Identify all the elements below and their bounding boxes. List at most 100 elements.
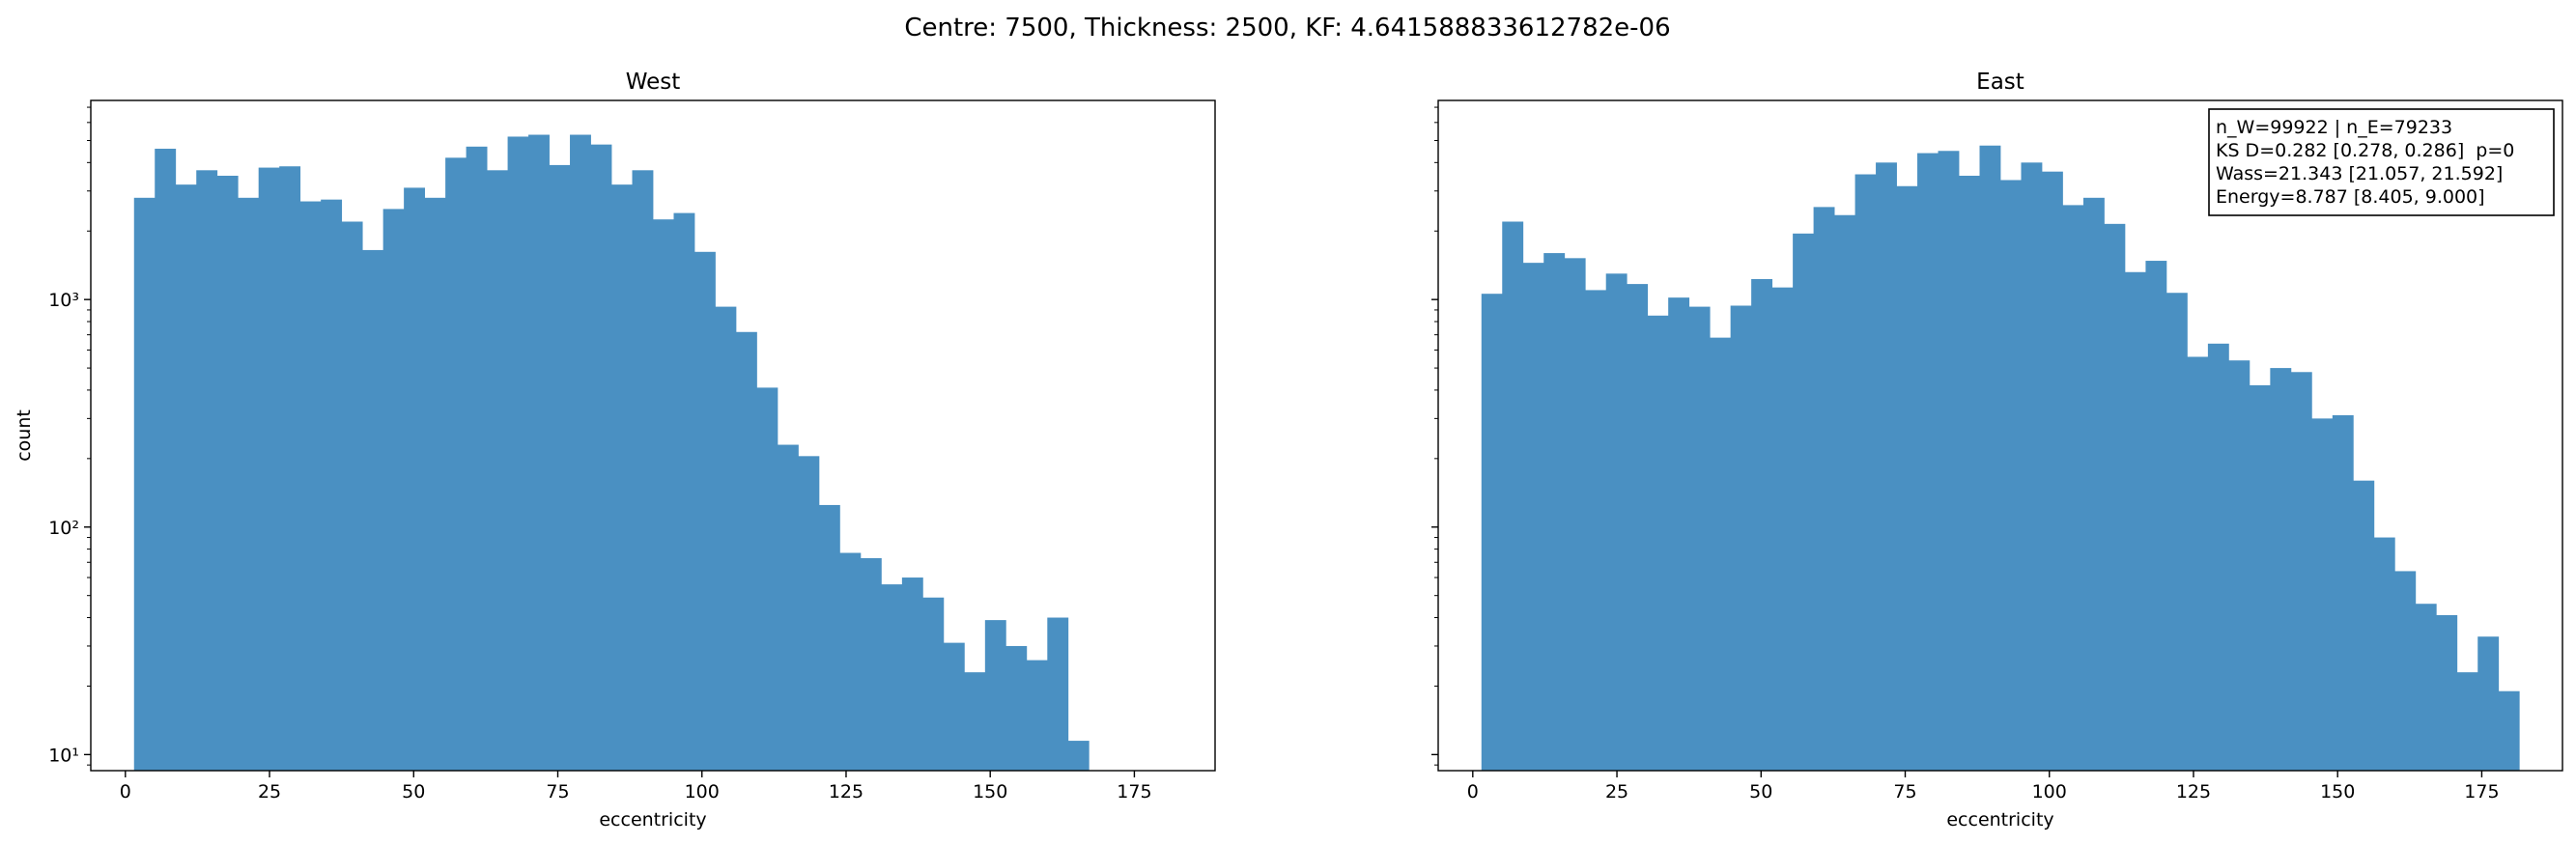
east-histogram-bar: [2021, 162, 2043, 771]
east-histogram-bar: [2498, 690, 2520, 771]
east-histogram-bar: [2145, 261, 2167, 771]
east-histogram-bar: [2290, 372, 2312, 771]
east-bars: [1481, 145, 2520, 772]
east-histogram-bar: [1481, 294, 1503, 771]
west-histogram-bar: [133, 197, 156, 771]
east-histogram-bar: [2270, 368, 2292, 771]
west-y-tick-label: 10³: [48, 290, 79, 311]
west-histogram-bar: [964, 672, 986, 771]
stats-line-counts: n_W=99922 | n_E=79233: [2216, 117, 2452, 138]
west-histogram-bar: [984, 620, 1006, 771]
west-histogram-bar: [673, 212, 695, 772]
west-histogram-bar: [839, 552, 862, 771]
east-histogram-bar: [2353, 480, 2375, 771]
west-plot-frame: [90, 99, 1216, 772]
east-histogram-bar: [2187, 356, 2209, 771]
east-histogram-bar: [2311, 418, 2334, 771]
west-histogram-bar: [943, 642, 965, 771]
west-x-tick-label: 125: [829, 781, 863, 803]
west-histogram-bar: [694, 251, 716, 771]
figure-suptitle: Centre: 7500, Thickness: 2500, KF: 4.641…: [904, 14, 1670, 42]
east-x-tick-label: 25: [1605, 781, 1628, 803]
west-histogram-bar: [735, 331, 757, 771]
east-histogram-bar: [1710, 337, 1732, 771]
west-ylabel: count: [14, 409, 35, 462]
east-histogram-bar: [2104, 223, 2126, 772]
east-histogram-bar: [1959, 175, 1980, 772]
east-histogram-bar: [2082, 197, 2105, 771]
west-histogram-bar: [922, 597, 945, 771]
west-histogram-bar: [590, 144, 612, 771]
west-histogram-bar: [216, 175, 239, 772]
west-histogram-bar: [445, 157, 467, 771]
west-histogram-bar: [818, 504, 840, 771]
west-x-tick-label: 50: [402, 781, 425, 803]
east-histogram-bar: [2166, 293, 2188, 771]
east-x-axis: 0 25 50 75 100 125 150 175: [1467, 771, 2500, 803]
east-histogram-bar: [1979, 145, 2001, 772]
west-histogram-bar: [404, 187, 426, 771]
west-histogram-bar: [570, 134, 591, 771]
west-y-tick-label: 10²: [48, 518, 79, 539]
west-x-tick-label: 25: [258, 781, 281, 803]
east-histogram-bar: [1627, 284, 1649, 771]
east-histogram-bar: [2249, 384, 2271, 771]
west-x-tick-label: 75: [546, 781, 569, 803]
east-histogram-bar: [2041, 171, 2063, 771]
west-x-tick-label: 100: [685, 781, 720, 803]
east-histogram-bar: [1688, 306, 1711, 771]
west-histogram-bar: [175, 184, 197, 771]
west-histogram-bar: [798, 456, 820, 771]
west-histogram-bar: [362, 249, 384, 771]
east-x-tick-label: 125: [2176, 781, 2211, 803]
west-histogram-bar: [279, 166, 301, 772]
east-histogram-bar: [1730, 305, 1752, 771]
west-histogram-bar: [777, 444, 799, 771]
east-histogram-bar: [1543, 253, 1566, 772]
west-histogram-bar: [1067, 741, 1090, 771]
west-histogram-bar: [881, 584, 903, 771]
west-histogram-bar: [632, 170, 654, 772]
east-histogram-bar: [2415, 604, 2437, 771]
east-x-tick-label: 175: [2464, 781, 2499, 803]
east-histogram-bar: [2436, 615, 2458, 771]
east-histogram-bar: [2062, 205, 2084, 771]
east-histogram-bar: [1771, 287, 1794, 771]
east-histogram-bar: [1876, 162, 1897, 771]
east-histogram-bar: [2228, 360, 2250, 771]
west-histogram-bar: [1005, 645, 1028, 771]
east-title: East: [1976, 70, 2024, 95]
west-histogram-bar: [321, 199, 343, 771]
east-histogram-bar: [1938, 151, 1960, 771]
west-histogram-bar: [299, 201, 322, 772]
east-histogram-bar: [1751, 278, 1773, 771]
east-x-tick-label: 0: [1467, 781, 1479, 803]
west-histogram-bar: [258, 167, 280, 771]
west-histogram-bar: [424, 197, 446, 771]
west-bars: [133, 134, 1090, 772]
east-histogram-bar: [2373, 537, 2395, 771]
west-histogram-bar: [715, 306, 737, 771]
west-histogram-bar: [1026, 660, 1048, 771]
east-histogram-bar: [1605, 273, 1628, 771]
west-histogram-bar: [382, 209, 405, 771]
west-title: West: [626, 70, 681, 95]
west-x-axis: 0 25 50 75 100 125 150 175: [120, 771, 1152, 803]
west-histogram-bar: [611, 184, 633, 771]
east-histogram-bar: [2394, 571, 2417, 771]
west-histogram-bar: [1047, 617, 1069, 771]
west-histogram-bar: [466, 146, 488, 771]
east-histogram-bar: [1917, 153, 1939, 771]
east-histogram-bar: [2207, 343, 2229, 771]
stats-line-wass: Wass=21.343 [21.057, 21.592]: [2216, 163, 2503, 184]
east-x-tick-label: 75: [1893, 781, 1916, 803]
east-histogram-bar: [2456, 672, 2478, 771]
east-histogram-bar: [1502, 221, 1524, 772]
east-histogram-bar: [1668, 297, 1690, 771]
west-histogram-bar: [196, 170, 218, 772]
east-histogram-bar: [1813, 207, 1835, 771]
east-plot-frame: [1437, 99, 2563, 772]
east-histogram-bar: [1647, 315, 1669, 771]
west-histogram-bar: [549, 164, 571, 771]
